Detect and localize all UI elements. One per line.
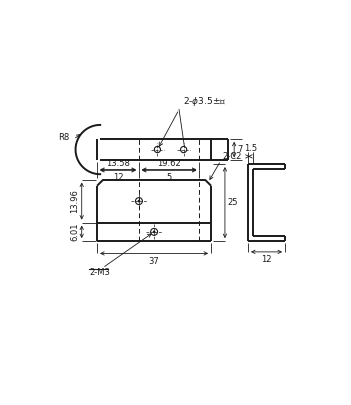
Text: 13.96: 13.96 — [71, 189, 79, 213]
Text: 2-M3: 2-M3 — [90, 268, 110, 277]
Text: 12: 12 — [261, 255, 272, 264]
Text: 1.5: 1.5 — [244, 144, 257, 153]
Text: 12: 12 — [113, 173, 123, 182]
Text: 13.58: 13.58 — [106, 159, 130, 168]
Circle shape — [153, 231, 155, 232]
Text: 7: 7 — [237, 145, 243, 154]
Text: 6.01: 6.01 — [71, 223, 79, 241]
Text: 2-$\phi$3.5±リ: 2-$\phi$3.5±リ — [183, 95, 226, 108]
Text: 37: 37 — [149, 256, 159, 266]
Circle shape — [138, 200, 140, 202]
Text: 5: 5 — [166, 173, 172, 182]
Text: R8: R8 — [58, 133, 69, 142]
Text: 2-C2: 2-C2 — [223, 152, 242, 161]
Text: 19.62: 19.62 — [157, 159, 181, 168]
Text: 25: 25 — [227, 198, 238, 207]
